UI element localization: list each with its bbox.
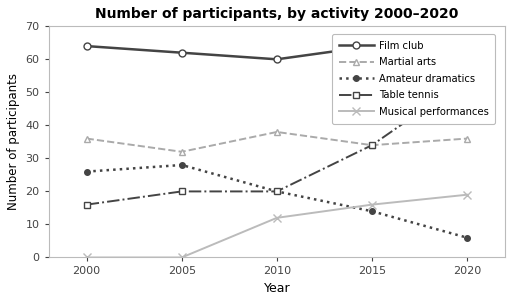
Line: Martial arts: Martial arts — [83, 128, 471, 155]
Table tennis — [464, 77, 470, 81]
Film club — [179, 51, 185, 55]
Title: Number of participants, by activity 2000–2020: Number of participants, by activity 2000… — [95, 7, 459, 21]
Line: Amateur dramatics: Amateur dramatics — [84, 162, 470, 240]
Musical performances — [83, 256, 90, 259]
Table tennis — [369, 143, 375, 147]
Line: Film club: Film club — [83, 36, 471, 63]
Amateur dramatics — [274, 190, 280, 193]
Y-axis label: Number of participants: Number of participants — [7, 73, 20, 210]
Martial arts — [274, 130, 280, 134]
Table tennis — [179, 190, 185, 193]
Martial arts — [83, 137, 90, 140]
Amateur dramatics — [83, 170, 90, 173]
Film club — [83, 44, 90, 48]
Film club — [369, 44, 375, 48]
Legend: Film club, Martial arts, Amateur dramatics, Table tennis, Musical performances: Film club, Martial arts, Amateur dramati… — [332, 34, 496, 124]
Film club — [464, 38, 470, 41]
Musical performances — [369, 203, 375, 207]
Amateur dramatics — [179, 163, 185, 167]
Musical performances — [464, 193, 470, 197]
Musical performances — [274, 216, 280, 220]
Amateur dramatics — [369, 209, 375, 213]
Amateur dramatics — [464, 236, 470, 239]
Table tennis — [83, 203, 90, 207]
Table tennis — [274, 190, 280, 193]
Martial arts — [179, 150, 185, 154]
Musical performances — [179, 256, 185, 259]
Martial arts — [369, 143, 375, 147]
Line: Table tennis: Table tennis — [83, 76, 471, 208]
Film club — [274, 57, 280, 61]
Martial arts — [464, 137, 470, 140]
X-axis label: Year: Year — [264, 282, 290, 295]
Line: Musical performances: Musical performances — [82, 191, 471, 262]
